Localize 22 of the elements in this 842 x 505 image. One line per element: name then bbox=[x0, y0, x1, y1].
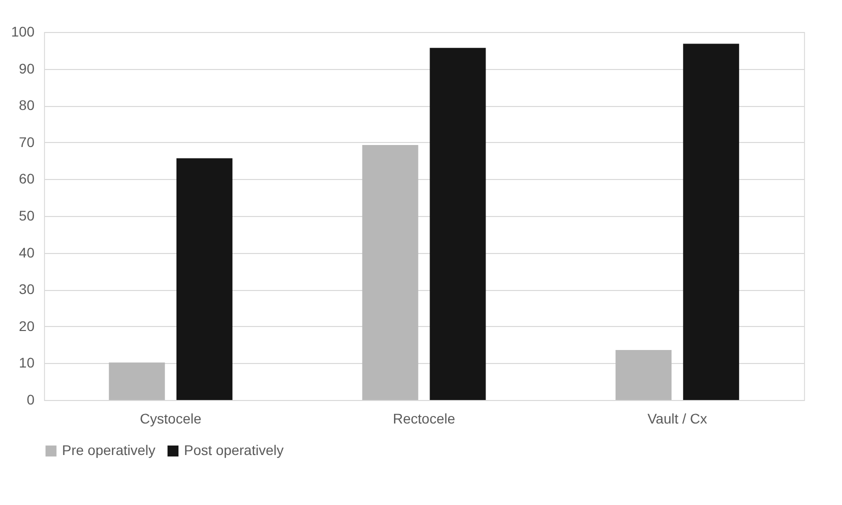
y-tick-label: 50 bbox=[18, 208, 35, 224]
y-tick-label: 60 bbox=[18, 170, 35, 187]
y-tick-label: 0 bbox=[26, 392, 35, 408]
legend-label: Post operatively bbox=[184, 442, 284, 458]
bar bbox=[108, 362, 165, 400]
bar bbox=[683, 44, 740, 400]
y-tick-label: 20 bbox=[18, 318, 35, 334]
y-tick-label: 70 bbox=[18, 134, 35, 150]
bar bbox=[362, 144, 418, 400]
x-tick-label: Rectocele bbox=[392, 410, 456, 426]
legend-label: Pre operatively bbox=[62, 442, 156, 458]
bar bbox=[430, 48, 486, 400]
bar bbox=[176, 158, 232, 400]
y-tick-label: 80 bbox=[18, 97, 35, 114]
y-tick-label: 10 bbox=[18, 354, 35, 371]
x-tick-label: Cystocele bbox=[140, 410, 202, 426]
y-tick-label: 40 bbox=[18, 244, 35, 260]
x-tick-label: Vault / Cx bbox=[648, 410, 708, 426]
y-tick-label: 100 bbox=[11, 24, 35, 40]
y-tick-label: 30 bbox=[18, 281, 35, 298]
y-tick-label: 90 bbox=[18, 60, 35, 76]
bar bbox=[616, 350, 672, 400]
